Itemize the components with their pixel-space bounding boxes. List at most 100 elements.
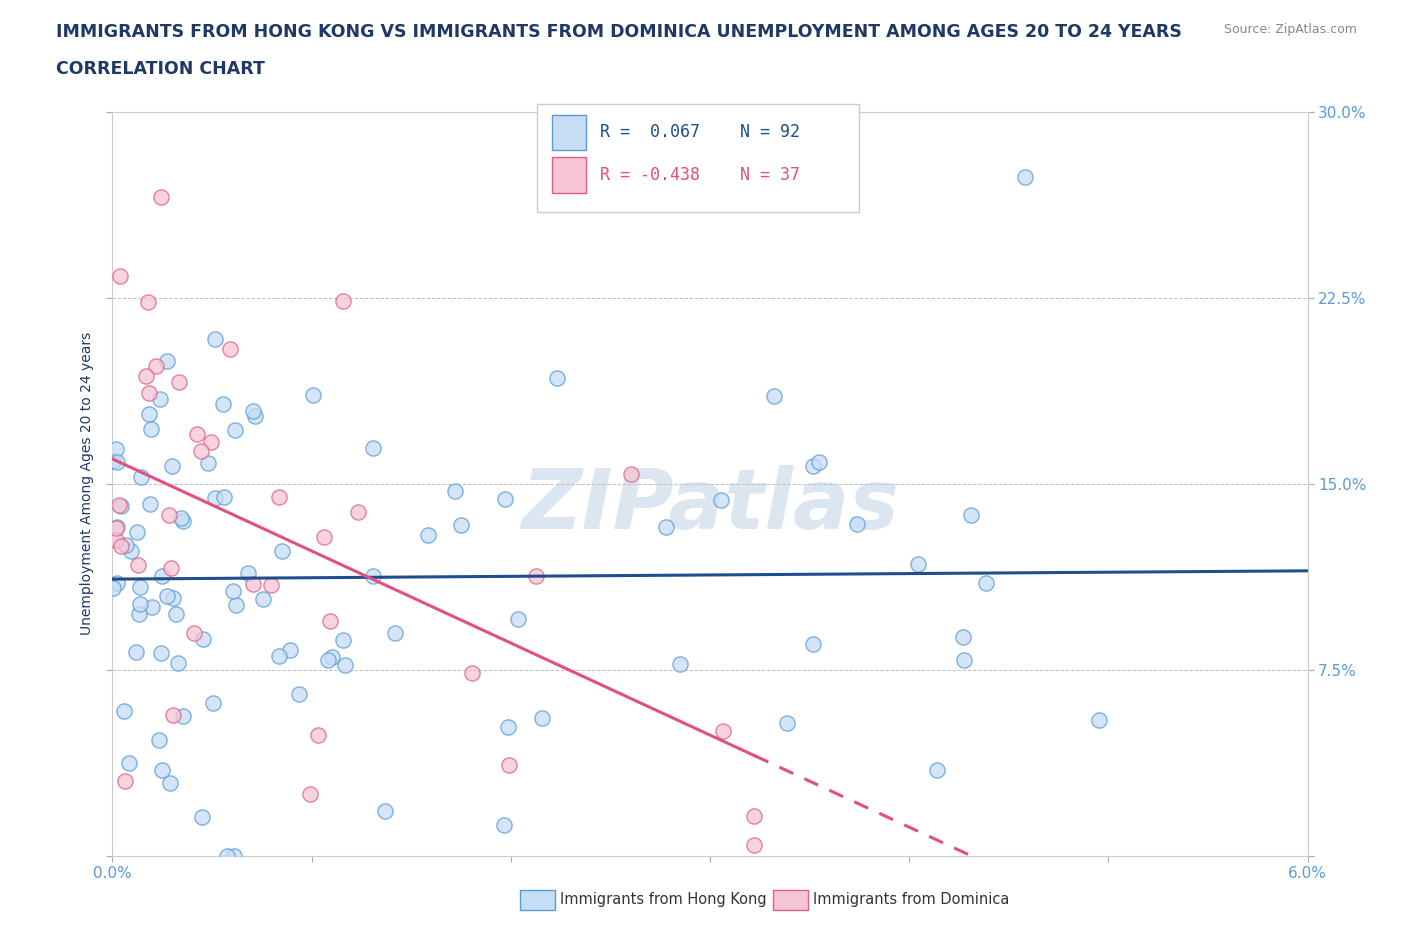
Point	[333, 658, 356, 672]
Point	[165, 606, 187, 621]
Point	[243, 408, 266, 423]
Point	[531, 711, 554, 725]
Point	[307, 727, 329, 742]
Point	[114, 774, 136, 789]
Point	[242, 404, 264, 418]
Point	[103, 454, 125, 469]
Point	[101, 580, 124, 595]
Point	[267, 489, 290, 504]
Point	[110, 538, 132, 553]
FancyBboxPatch shape	[553, 157, 586, 193]
Point	[416, 527, 439, 542]
Point	[332, 293, 354, 308]
Point	[1088, 712, 1111, 727]
Point	[260, 578, 283, 593]
Point	[129, 597, 152, 612]
Point	[301, 387, 323, 402]
Y-axis label: Unemployment Among Ages 20 to 24 years: Unemployment Among Ages 20 to 24 years	[80, 332, 94, 635]
Point	[219, 342, 242, 357]
Point	[952, 630, 974, 644]
Point	[112, 704, 135, 719]
Text: R =  0.067    N = 92: R = 0.067 N = 92	[600, 124, 800, 141]
Point	[546, 370, 568, 385]
Point	[314, 530, 336, 545]
Point	[204, 331, 226, 346]
Point	[150, 645, 173, 660]
Point	[160, 560, 183, 575]
Point	[347, 505, 370, 520]
Point	[959, 507, 981, 522]
Point	[212, 490, 235, 505]
Point	[211, 396, 233, 411]
Point	[270, 543, 292, 558]
Point	[846, 517, 869, 532]
Text: R = -0.438    N = 37: R = -0.438 N = 37	[600, 166, 800, 184]
Point	[222, 848, 245, 863]
Point	[135, 368, 157, 383]
Point	[222, 584, 245, 599]
Point	[150, 568, 173, 583]
Point	[321, 649, 343, 664]
Point	[976, 575, 998, 590]
Point	[443, 484, 465, 498]
Point	[669, 657, 692, 671]
Text: CORRELATION CHART: CORRELATION CHART	[56, 60, 266, 78]
Point	[200, 435, 222, 450]
Point	[104, 533, 127, 548]
Point	[157, 508, 180, 523]
Point	[104, 521, 127, 536]
Text: ZIPatlas: ZIPatlas	[522, 465, 898, 547]
Point	[807, 455, 830, 470]
Point	[201, 696, 224, 711]
Point	[225, 597, 247, 612]
Point	[138, 295, 160, 310]
Point	[775, 715, 797, 730]
Point	[217, 848, 239, 863]
Point	[763, 388, 786, 403]
FancyBboxPatch shape	[537, 104, 859, 212]
Point	[494, 817, 516, 832]
Point	[159, 775, 181, 790]
Point	[801, 637, 824, 652]
Point	[148, 732, 170, 747]
Point	[655, 520, 678, 535]
Point	[316, 653, 339, 668]
Point	[224, 422, 246, 437]
Point	[150, 763, 173, 777]
Point	[907, 557, 929, 572]
Point	[105, 520, 128, 535]
Point	[131, 470, 153, 485]
Point	[186, 427, 208, 442]
Point	[108, 269, 131, 284]
Text: Immigrants from Dominica: Immigrants from Dominica	[813, 892, 1010, 907]
Point	[278, 643, 301, 658]
Point	[127, 557, 149, 572]
Point	[162, 591, 184, 605]
Point	[238, 566, 260, 581]
Point	[190, 444, 212, 458]
Point	[138, 406, 160, 421]
Point	[498, 758, 520, 773]
Point	[141, 599, 163, 614]
Point	[953, 652, 976, 667]
Point	[183, 625, 205, 640]
Point	[242, 577, 264, 591]
Point	[125, 644, 148, 659]
Point	[104, 442, 127, 457]
Point	[118, 756, 141, 771]
Text: Immigrants from Hong Kong: Immigrants from Hong Kong	[560, 892, 766, 907]
Point	[125, 525, 148, 539]
Point	[191, 631, 214, 646]
Point	[110, 498, 132, 513]
Point	[361, 569, 384, 584]
Point	[288, 687, 311, 702]
Point	[172, 708, 194, 723]
Point	[105, 455, 128, 470]
Point	[494, 492, 516, 507]
Point	[138, 386, 160, 401]
Point	[319, 613, 342, 628]
Point	[141, 421, 163, 436]
Point	[105, 576, 128, 591]
Point	[156, 589, 179, 604]
Text: IMMIGRANTS FROM HONG KONG VS IMMIGRANTS FROM DOMINICA UNEMPLOYMENT AMONG AGES 20: IMMIGRANTS FROM HONG KONG VS IMMIGRANTS …	[56, 23, 1182, 41]
